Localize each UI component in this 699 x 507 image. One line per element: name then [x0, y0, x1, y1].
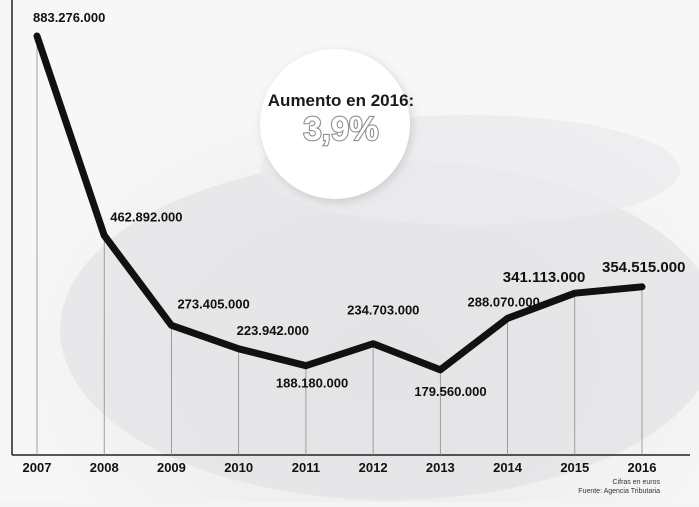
- data-label-2009: 273.405.000: [177, 296, 249, 311]
- data-label-2014: 288.070.000: [468, 294, 540, 309]
- callout-value: 3,9%: [303, 110, 378, 147]
- data-label-2008: 462.892.000: [110, 209, 182, 224]
- x-tick-2014: 2014: [493, 460, 523, 475]
- data-label-2015: 341.113.000: [503, 269, 586, 286]
- background-shape: [60, 160, 699, 500]
- data-label-2011: 188.180.000: [276, 376, 348, 391]
- data-label-2016: 354.515.000: [602, 259, 685, 276]
- data-label-2012: 234.703.000: [347, 303, 419, 318]
- x-tick-2010: 2010: [224, 460, 253, 475]
- drop-lines: [36, 36, 643, 455]
- data-label-2010: 223.942.000: [237, 323, 309, 338]
- callout-label: Aumento en 2016:: [268, 91, 414, 110]
- x-tick-2012: 2012: [359, 460, 388, 475]
- series-line: [33, 32, 646, 374]
- x-tick-2016: 2016: [628, 460, 657, 475]
- data-label-2007: 883.276.000: [33, 10, 105, 25]
- callout-circle: [260, 49, 410, 199]
- callout: Aumento en 2016: 3,9%: [260, 49, 414, 203]
- x-tick-labels: 2007 2008 2009 2010 2011 2012 2013 2014 2015 2016: [23, 460, 657, 475]
- x-tick-2015: 2015: [560, 460, 589, 475]
- data-labels: 883.276.000 462.892.000 273.405.000 223.942…: [33, 10, 685, 399]
- data-label-2013: 179.560.000: [414, 384, 486, 399]
- footnote-units: Cifras en euros: [613, 479, 661, 486]
- x-tick-2011: 2011: [292, 460, 320, 475]
- x-tick-2009: 2009: [157, 460, 186, 475]
- x-tick-2008: 2008: [90, 460, 119, 475]
- footnote-source: Fuente: Agencia Tributaria: [578, 488, 660, 495]
- x-tick-2007: 2007: [23, 460, 52, 475]
- x-tick-2013: 2013: [426, 460, 455, 475]
